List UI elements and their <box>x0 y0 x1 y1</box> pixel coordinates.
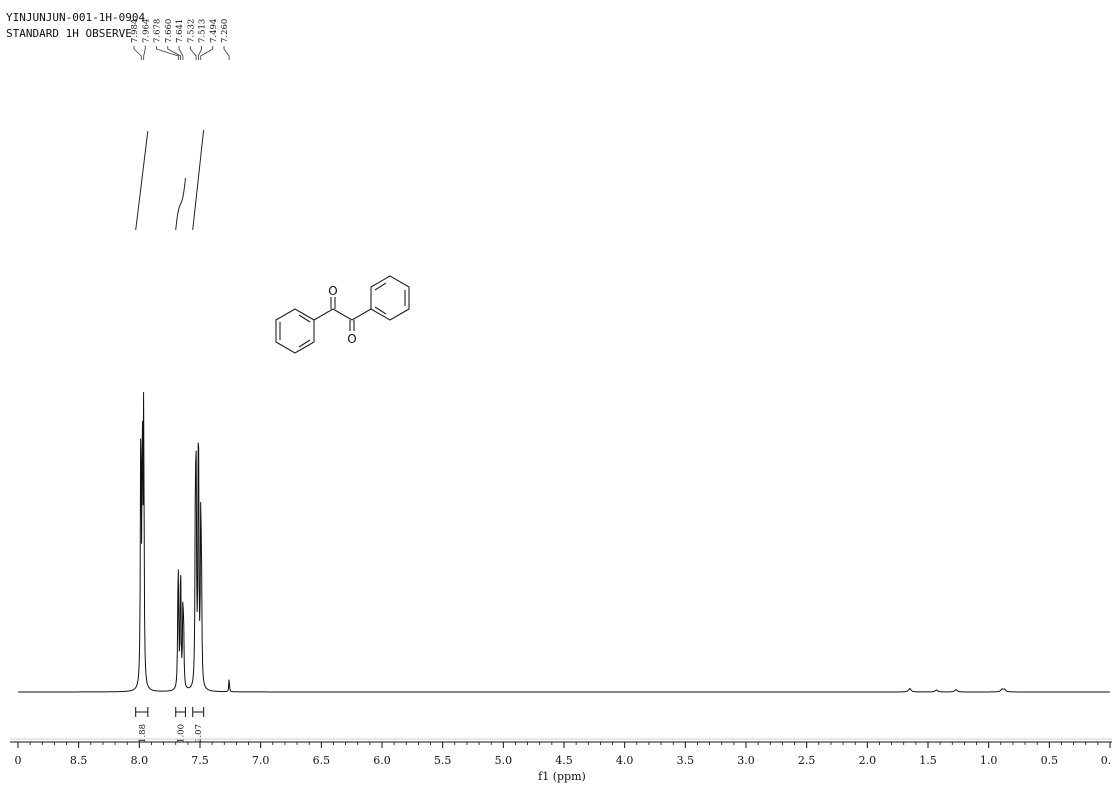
x-tick-label: 5.5 <box>434 754 452 767</box>
peak-label: 7.660 <box>164 19 174 43</box>
peak-leader-line <box>167 46 181 60</box>
x-tick-label: 2.0 <box>859 754 877 767</box>
peak-label: 7.964 <box>141 19 151 43</box>
integral-value: 2.07 <box>194 724 204 743</box>
integral-value: 1.00 <box>177 724 187 743</box>
carbonyl-oxygen-top: O <box>328 284 337 298</box>
molecule-structure <box>275 275 410 354</box>
x-tick-label: 4.0 <box>616 754 634 767</box>
spectrum-trace <box>18 392 1110 693</box>
x-tick-label: 0.5 <box>1041 754 1059 767</box>
peak-label: 7.513 <box>198 19 208 43</box>
peak-leader-line <box>178 46 184 60</box>
experiment-name: YINJUNJUN-001-1H-0904 <box>6 11 145 24</box>
peak-leader-line <box>198 46 202 60</box>
x-tick-label: 8.0 <box>131 754 149 767</box>
x-tick-label: 7.5 <box>191 754 209 767</box>
peak-leader-line <box>189 46 197 60</box>
x-tick-label: 4.5 <box>555 754 573 767</box>
carbonyl-oxygen-bottom: O <box>347 332 356 346</box>
peak-leader-line <box>223 46 230 60</box>
peak-label: 7.641 <box>175 19 185 43</box>
x-tick-label: 6.5 <box>313 754 331 767</box>
peak-labels: 7.984 7.964 7.678 7.660 7.641 7.532 7.513 7.494… <box>130 19 230 60</box>
peak-label: 7.532 <box>186 19 196 43</box>
peak-leader-line <box>200 46 214 60</box>
x-tick-label: 3.0 <box>737 754 755 767</box>
right-phenyl-ring <box>370 275 410 321</box>
x-tick-label: 5.0 <box>495 754 513 767</box>
peak-leader-line <box>133 46 142 60</box>
x-tick-label: 6.0 <box>373 754 391 767</box>
integral-curve <box>192 129 205 231</box>
x-axis-ticks: 0 8.5 8.0 7.5 7.0 6.5 6.0 5.5 5.0 4.5 4.0 3.5 3.0 2.5… <box>15 742 1112 767</box>
x-tick-label: 8.5 <box>70 754 88 767</box>
peak-leader-line <box>143 46 146 60</box>
integral-curves <box>135 129 205 231</box>
integral-value: 1.88 <box>138 724 148 743</box>
peak-leader-line <box>156 46 179 60</box>
x-tick-label: 2.5 <box>798 754 816 767</box>
peak-label: 7.494 <box>209 19 219 43</box>
integral-curve <box>175 177 186 231</box>
x-tick-label: 1.5 <box>919 754 937 767</box>
integral-curve <box>135 131 149 231</box>
x-tick-label: 7.0 <box>252 754 270 767</box>
x-axis-title: f1 (ppm) <box>538 770 586 783</box>
integral-regions: 1.88 1.00 2.07 <box>135 707 204 743</box>
x-tick-label: 1.0 <box>980 754 998 767</box>
peak-label: 7.678 <box>153 19 163 43</box>
x-tick-label: 3.5 <box>677 754 695 767</box>
left-phenyl-ring <box>275 308 315 354</box>
x-tick-label: 0. <box>1101 754 1112 767</box>
x-tick-label: 0 <box>15 754 22 767</box>
experiment-type: STANDARD 1H OBSERVE <box>6 27 132 40</box>
peak-label: 7.984 <box>130 19 140 43</box>
peak-label: 7.260 <box>220 19 230 43</box>
